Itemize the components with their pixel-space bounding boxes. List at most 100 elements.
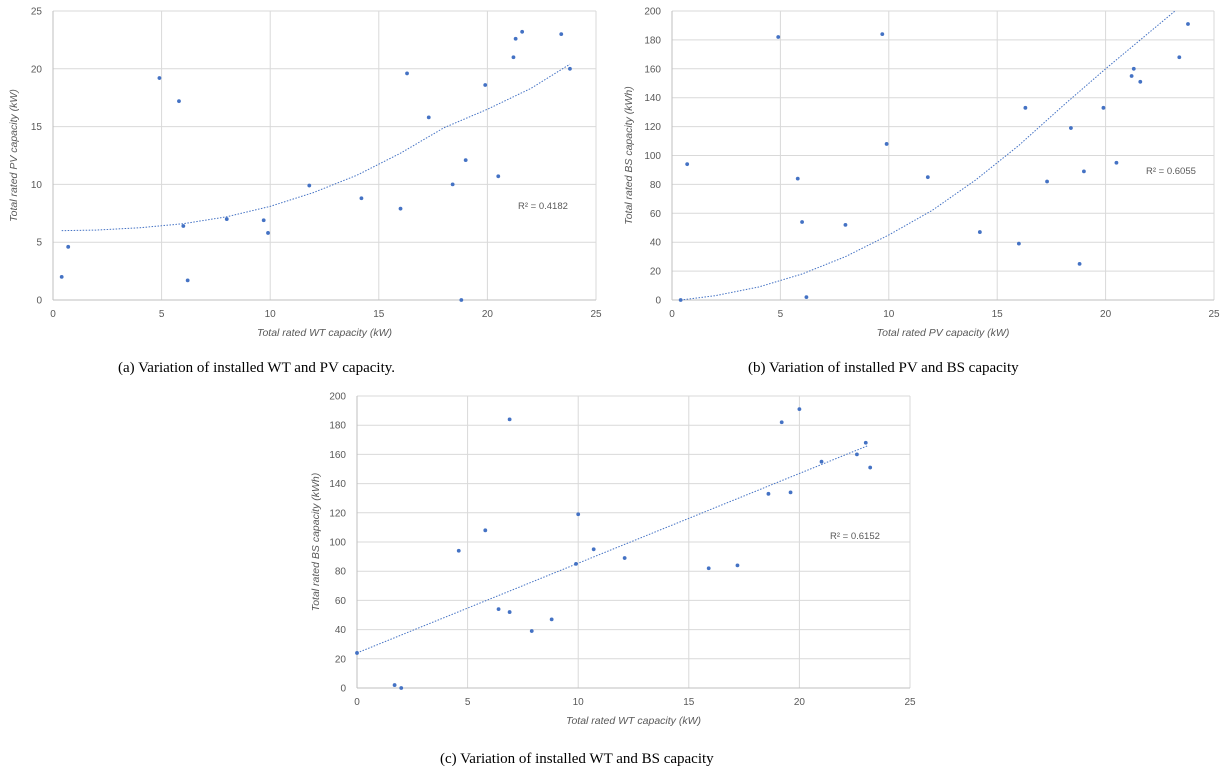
x-tick-label: 25 (1208, 309, 1220, 320)
y-tick-label: 120 (329, 508, 346, 519)
x-axis-title: Total rated WT capacity (kW) (257, 327, 392, 339)
data-point (779, 420, 784, 425)
data-point (261, 218, 266, 223)
x-tick-label: 10 (265, 309, 277, 320)
data-point (576, 512, 581, 517)
data-point (1131, 66, 1136, 71)
x-tick-label: 20 (1100, 309, 1112, 320)
y-tick-label: 10 (31, 180, 43, 191)
x-tick-label: 5 (465, 697, 471, 708)
x-tick-label: 20 (794, 697, 806, 708)
data-point (1138, 79, 1143, 84)
y-tick-label: 20 (335, 654, 347, 665)
data-point (355, 651, 359, 655)
r-squared-label: R² = 0.6152 (830, 531, 880, 542)
chart-wt-vs-pv: 0 5 10 15 20 25 0 5 10 15 20 25 Total rated WT capac… (8, 7, 602, 340)
y-axis-title: Total rated PV capacity (kW) (8, 89, 20, 222)
data-point (507, 610, 512, 614)
data-point (359, 196, 364, 201)
data-point (513, 36, 518, 41)
data-point (405, 71, 409, 76)
x-tick-label: 5 (159, 309, 165, 320)
x-tick-label: 0 (669, 309, 675, 320)
data-point (622, 556, 627, 560)
data-point (788, 490, 793, 495)
y-tick-label: 40 (650, 238, 662, 249)
data-point (392, 683, 397, 687)
data-point (977, 230, 982, 234)
trendline (356, 445, 869, 654)
data-point (1077, 261, 1082, 266)
data-point (591, 547, 596, 552)
data-point (766, 491, 771, 496)
x-tick-label: 10 (573, 697, 585, 708)
data-point (463, 158, 468, 163)
y-tick-label: 15 (31, 122, 43, 133)
y-tick-label: 100 (644, 151, 661, 162)
data-point (398, 206, 403, 211)
data-point (496, 174, 501, 179)
y-tick-label: 0 (340, 684, 346, 695)
x-tick-label: 15 (373, 309, 385, 320)
y-tick-label: 60 (650, 209, 662, 220)
x-tick-label: 0 (354, 697, 360, 708)
data-point (1023, 105, 1028, 110)
data-point (185, 278, 190, 283)
y-tick-label: 100 (329, 538, 346, 549)
data-point (157, 76, 162, 80)
data-point (496, 607, 501, 612)
caption-c: (c) Variation of installed WT and BS cap… (440, 751, 714, 767)
data-point (1016, 241, 1021, 246)
data-point (266, 231, 270, 235)
data-point (456, 548, 461, 553)
caption-a: (a) Variation of installed WT and PV cap… (118, 360, 396, 376)
x-axis-title: Total rated PV capacity (kW) (877, 327, 1010, 339)
y-tick-label: 20 (650, 267, 662, 278)
data-point (459, 298, 464, 302)
x-tick-label: 15 (992, 309, 1004, 320)
data-point (795, 176, 800, 181)
y-tick-label: 140 (644, 93, 661, 104)
x-tick-label: 0 (50, 309, 56, 320)
r-squared-label: R² = 0.6055 (1146, 166, 1196, 177)
data-point (880, 32, 885, 37)
data-point (685, 162, 690, 167)
data-point (224, 217, 229, 221)
data-point (307, 183, 312, 188)
data-point (868, 465, 873, 470)
data-point (1101, 105, 1106, 110)
data-point (520, 29, 525, 34)
data-point (507, 417, 512, 422)
data-point (1177, 55, 1182, 60)
y-tick-label: 180 (644, 35, 661, 46)
chart-pv-vs-bs: 0 5 10 15 20 25 0 20 40 60 80 100 120 140 160 180 200 Tot… (623, 7, 1220, 340)
chart-wt-vs-bs: 0 5 10 15 20 25 0 20 40 60 80 100 120 140 160 180 200 Tot… (310, 392, 916, 728)
y-tick-label: 120 (644, 122, 661, 133)
y-tick-label: 160 (329, 450, 346, 461)
data-point (1045, 179, 1049, 184)
data-point (843, 222, 848, 227)
y-axis-title: Total rated BS capacity (kWh) (310, 473, 322, 612)
data-point (177, 99, 181, 104)
y-tick-label: 20 (31, 64, 43, 75)
data-point (804, 295, 809, 300)
y-tick-label: 0 (36, 296, 42, 307)
data-point (483, 528, 488, 533)
data-point (863, 440, 868, 445)
y-tick-label: 140 (329, 479, 346, 490)
data-point (735, 563, 740, 568)
x-tick-label: 5 (778, 309, 784, 320)
y-tick-label: 200 (644, 7, 661, 18)
caption-b: (b) Variation of installed PV and BS cap… (748, 360, 1019, 376)
data-point (1114, 160, 1119, 165)
y-tick-label: 0 (655, 296, 661, 307)
data-point (549, 617, 554, 622)
data-point (450, 182, 455, 187)
y-tick-label: 180 (329, 421, 346, 432)
data-point (399, 686, 404, 690)
data-point (800, 220, 804, 224)
trendline (680, 10, 1176, 301)
data-point (776, 35, 781, 39)
data-point (568, 66, 572, 71)
